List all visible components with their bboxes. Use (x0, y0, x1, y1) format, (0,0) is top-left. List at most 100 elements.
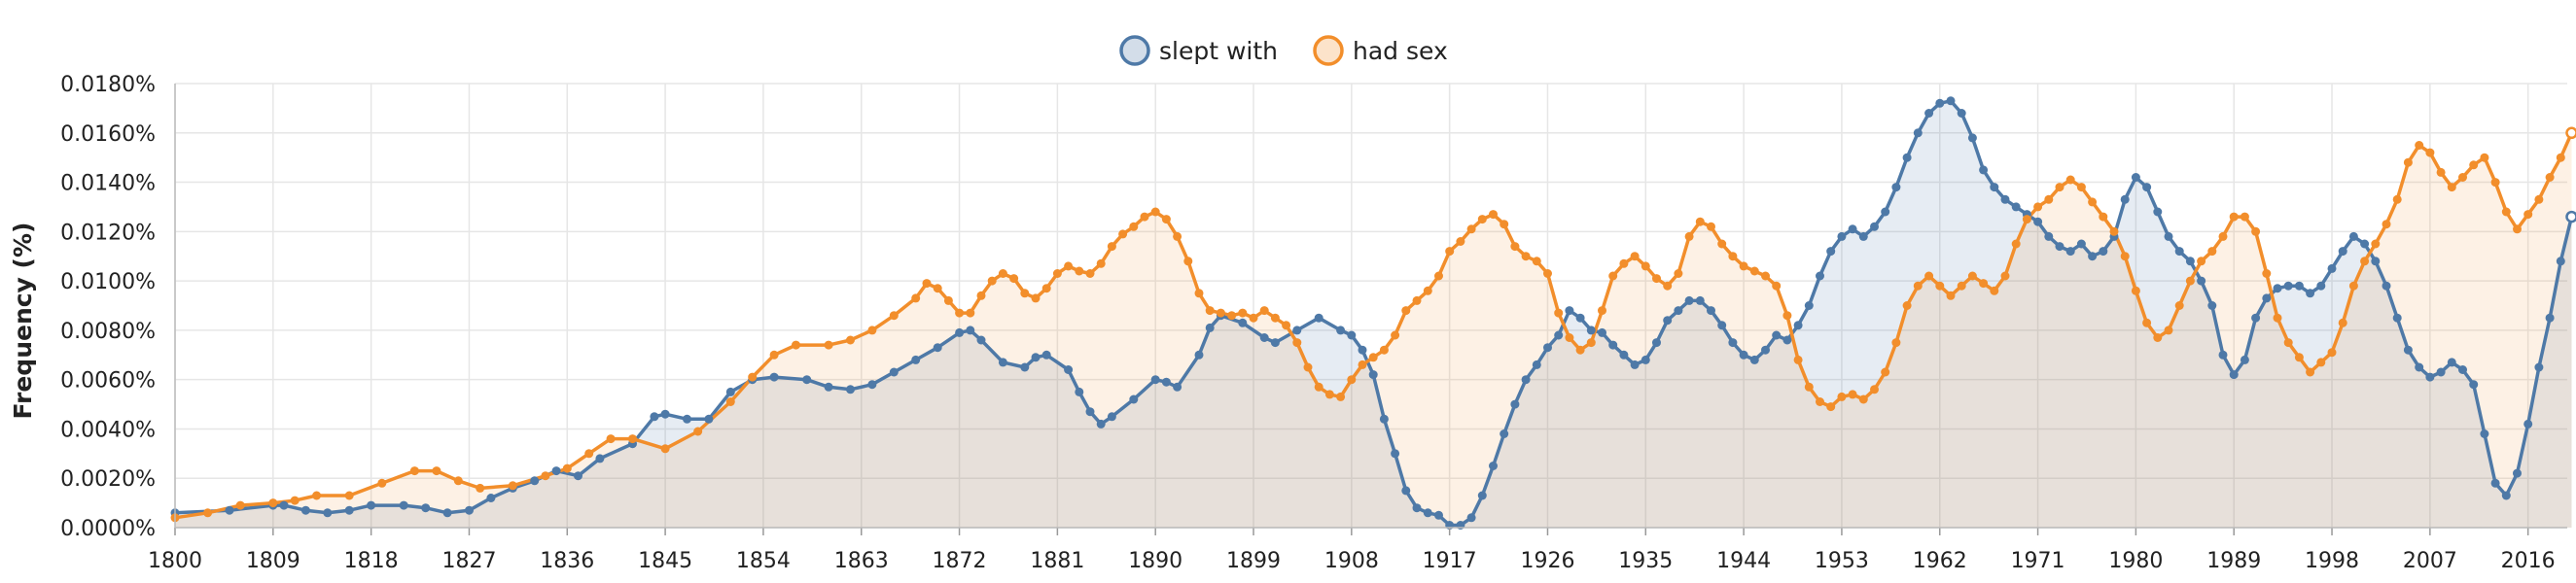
data-point-slept-with (2425, 372, 2435, 382)
data-point-slept-with (1946, 96, 1956, 106)
data-point-slept-with (1107, 412, 1116, 422)
data-point-had-sex (824, 340, 833, 350)
data-point-had-sex (1586, 338, 1596, 348)
y-tick-label: 0.0040% (60, 418, 156, 442)
data-point-had-sex (2534, 194, 2544, 204)
data-point-had-sex (1423, 286, 1432, 295)
x-tick-label: 1863 (834, 549, 889, 573)
data-point-had-sex (1194, 289, 1204, 298)
data-point-had-sex (1270, 313, 1280, 323)
data-point-slept-with (421, 503, 431, 513)
data-point-slept-with (1379, 414, 1389, 424)
data-point-had-sex (2469, 160, 2479, 170)
data-point-slept-with (2556, 257, 2565, 266)
data-point-slept-with (966, 326, 975, 335)
data-point-had-sex (1957, 281, 1966, 291)
data-point-had-sex (1336, 392, 1346, 401)
data-point-had-sex (2490, 178, 2500, 188)
data-point-slept-with (2207, 301, 2217, 310)
data-point-slept-with (824, 382, 833, 392)
data-point-slept-with (1902, 153, 1912, 162)
data-point-slept-with (1619, 350, 1629, 360)
data-point-had-sex (2011, 239, 2021, 249)
data-point-had-sex (2392, 194, 2402, 204)
data-point-had-sex (2088, 197, 2098, 207)
data-point-had-sex (584, 449, 594, 459)
data-point-had-sex (1173, 231, 1182, 241)
data-point-had-sex (2360, 257, 2370, 266)
data-point-had-sex (1565, 333, 1574, 342)
data-point-had-sex (1641, 261, 1650, 271)
data-point-slept-with (2480, 429, 2489, 438)
data-point-had-sex (1161, 215, 1171, 224)
data-point-had-sex (2207, 247, 2217, 257)
data-point-slept-with (1652, 338, 1661, 348)
data-point-had-sex (1608, 271, 1618, 281)
data-point-had-sex (1717, 239, 1727, 249)
data-point-slept-with (2501, 491, 2511, 500)
data-point-slept-with (2283, 281, 2293, 291)
data-point-had-sex (628, 434, 637, 444)
data-point-had-sex (203, 508, 213, 518)
x-tick-label: 1926 (1520, 549, 1574, 573)
area-had-sex (175, 132, 2572, 529)
data-point-slept-with (1990, 183, 1999, 192)
data-point-had-sex (290, 496, 300, 505)
x-tick-label: 1854 (736, 549, 791, 573)
data-point-had-sex (1391, 330, 1400, 340)
data-point-slept-with (2565, 210, 2576, 223)
data-point-slept-with (2120, 194, 2130, 204)
data-point-had-sex (1695, 217, 1705, 226)
data-point-had-sex (943, 295, 953, 305)
data-point-had-sex (769, 350, 779, 360)
data-point-slept-with (2044, 231, 2054, 241)
data-point-slept-with (1205, 323, 1215, 332)
data-point-had-sex (1303, 362, 1313, 372)
data-point-slept-with (2360, 239, 2370, 249)
data-point-slept-with (1782, 335, 1792, 345)
legend: slept with had sex (1119, 35, 1448, 66)
data-point-had-sex (1652, 274, 1661, 284)
data-point-slept-with (2240, 355, 2249, 364)
data-point-had-sex (2382, 220, 2391, 229)
data-point-had-sex (2109, 226, 2119, 236)
data-point-slept-with (1173, 382, 1182, 392)
data-point-slept-with (769, 372, 779, 382)
data-point-slept-with (2523, 419, 2533, 429)
data-point-slept-with (2099, 247, 2108, 257)
data-point-had-sex (1052, 269, 1062, 278)
data-point-slept-with (1292, 326, 1302, 335)
data-point-slept-with (650, 412, 659, 422)
data-point-had-sex (1292, 338, 1302, 348)
data-point-had-sex (2197, 257, 2206, 266)
data-point-slept-with (1967, 133, 1977, 143)
data-point-had-sex (1282, 321, 1291, 330)
data-point-slept-with (1749, 355, 1759, 364)
data-point-had-sex (1913, 281, 1923, 291)
data-point-slept-with (1391, 449, 1400, 459)
data-point-had-sex (1837, 392, 1847, 401)
data-point-had-sex (1881, 367, 1890, 377)
x-tick-label: 1962 (1913, 549, 1967, 573)
data-point-had-sex (2218, 231, 2228, 241)
data-point-had-sex (867, 326, 877, 335)
data-point-had-sex (268, 498, 278, 508)
x-tick-label: 1890 (1128, 549, 1182, 573)
data-point-had-sex (1575, 345, 1585, 355)
data-point-slept-with (2436, 367, 2446, 377)
data-point-had-sex (1749, 266, 1759, 276)
data-point-slept-with (802, 375, 812, 385)
data-point-slept-with (2469, 380, 2479, 390)
data-point-slept-with (955, 327, 965, 337)
data-point-slept-with (725, 387, 735, 396)
data-point-had-sex (1009, 274, 1019, 284)
data-point-had-sex (1782, 311, 1792, 321)
data-point-slept-with (2338, 247, 2347, 257)
data-point-had-sex (1891, 338, 1901, 348)
data-point-slept-with (1881, 207, 1890, 217)
data-point-slept-with (1935, 98, 1945, 108)
data-point-had-sex (1990, 286, 1999, 295)
data-point-had-sex (1521, 252, 1531, 261)
data-point-had-sex (377, 478, 387, 488)
